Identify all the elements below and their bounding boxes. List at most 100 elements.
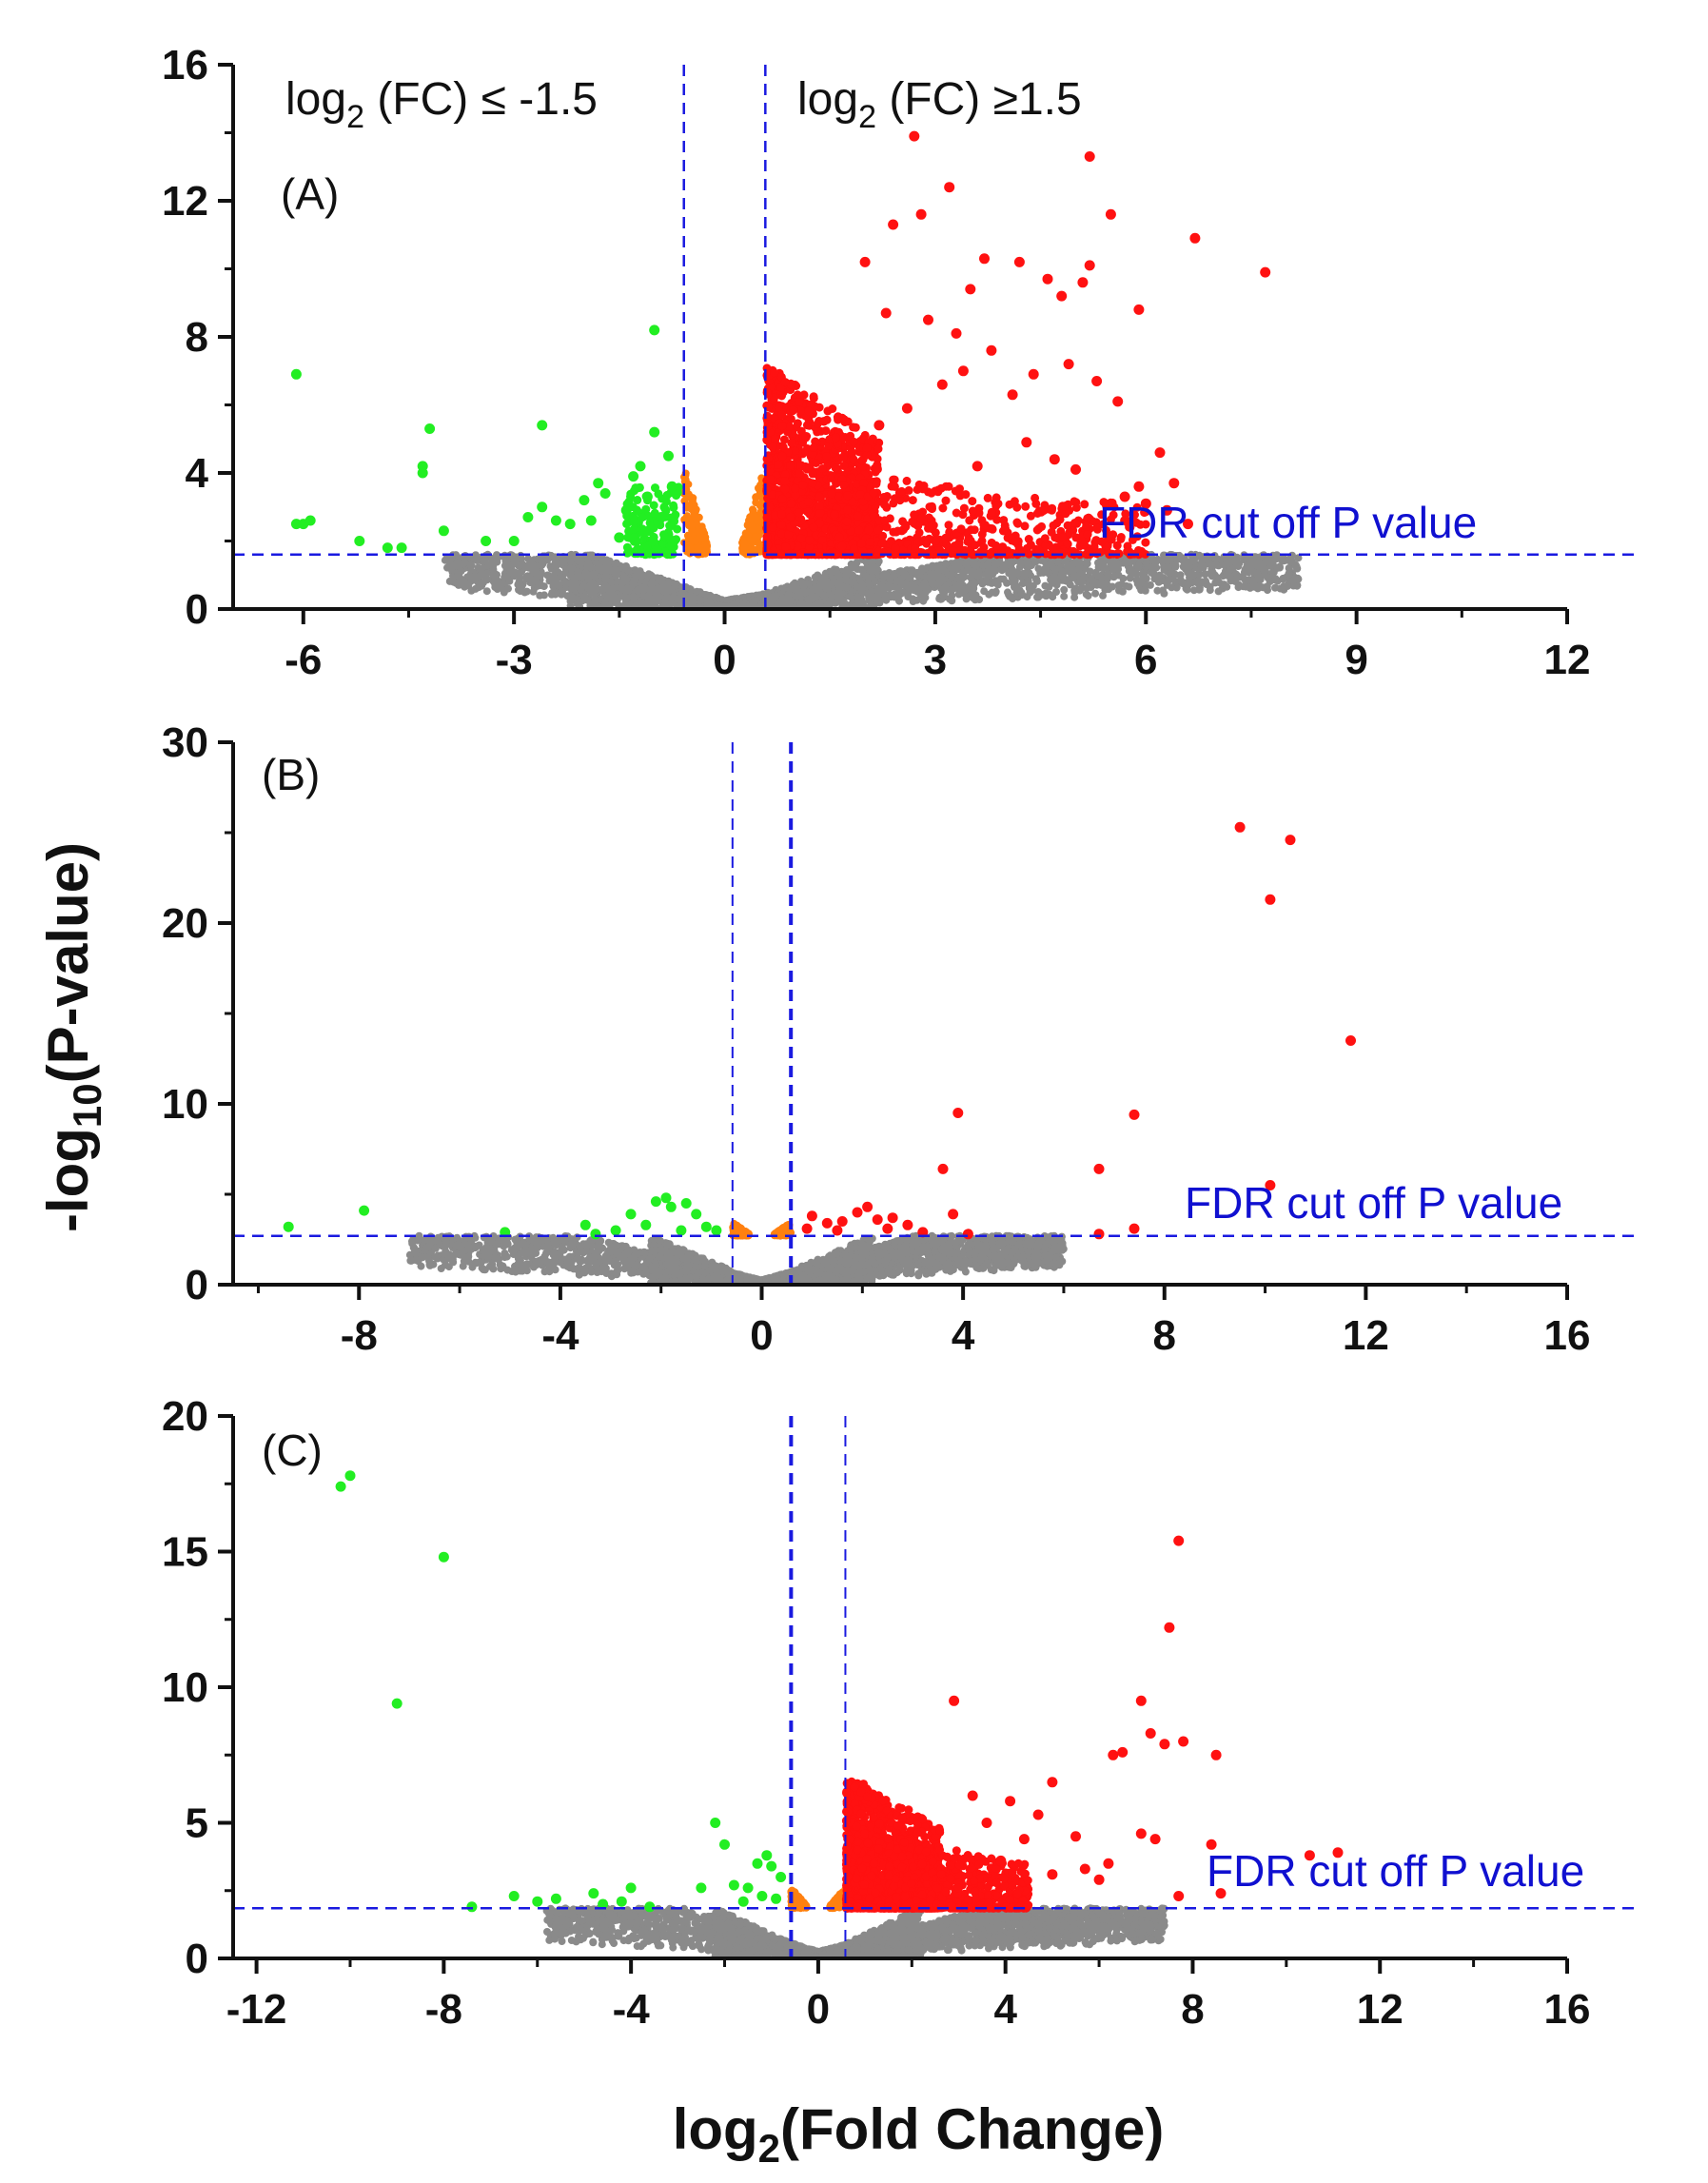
ns-point — [670, 593, 678, 601]
ns-point — [793, 592, 801, 600]
points-panel-1 — [290, 130, 1303, 609]
ns-point — [1075, 561, 1084, 570]
ns-point — [591, 596, 599, 604]
ns-point — [1013, 569, 1022, 578]
ns-point — [647, 580, 656, 588]
ns-point — [912, 584, 920, 593]
ns-point — [890, 572, 898, 580]
border-point — [695, 534, 703, 542]
ns-point — [991, 577, 1000, 585]
ns-point — [489, 565, 498, 574]
ns-point — [909, 598, 917, 605]
ns-point — [569, 594, 578, 602]
ns-point — [1100, 564, 1109, 573]
ns-point — [1212, 560, 1221, 569]
ns-point — [1151, 559, 1160, 567]
ns-point — [510, 557, 519, 565]
ns-point — [948, 565, 956, 574]
ns-point — [1171, 562, 1180, 571]
ns-point — [538, 561, 546, 569]
ns-point — [602, 572, 610, 580]
border-point — [686, 503, 695, 512]
ns-point — [634, 586, 642, 595]
ns-point — [536, 591, 544, 600]
ns-point — [1254, 575, 1263, 583]
ns-point — [516, 569, 524, 578]
ns-point — [461, 582, 469, 591]
ns-point — [471, 584, 480, 593]
ns-point — [1285, 564, 1293, 573]
ns-point — [874, 587, 882, 596]
ns-point — [482, 587, 491, 596]
ns-point — [1070, 588, 1079, 597]
ns-point — [600, 600, 609, 608]
ns-point — [853, 582, 861, 591]
ns-point — [1160, 551, 1168, 560]
ns-point — [616, 592, 624, 600]
ns-point — [639, 600, 647, 608]
ns-point — [822, 584, 831, 593]
ns-point — [811, 584, 819, 593]
ns-point — [1155, 571, 1164, 580]
ns-point — [1206, 586, 1214, 595]
ns-point — [855, 576, 864, 584]
ns-point — [629, 580, 638, 588]
ns-point — [547, 590, 556, 599]
ns-point — [1259, 562, 1267, 571]
ns-point — [1081, 564, 1090, 573]
ns-point — [584, 583, 593, 592]
ns-point — [557, 573, 565, 581]
ns-point — [1023, 558, 1031, 565]
ns-point — [1139, 569, 1147, 578]
ns-point — [1103, 575, 1111, 583]
ns-point — [1173, 552, 1182, 560]
ns-point — [664, 584, 673, 593]
ns-point — [1234, 562, 1243, 570]
up-point — [779, 435, 789, 444]
ns-point — [639, 586, 648, 595]
ns-point — [1280, 582, 1288, 591]
ns-point — [841, 576, 850, 584]
ns-point — [646, 571, 655, 580]
ns-point — [1115, 586, 1123, 595]
ns-point — [524, 555, 532, 563]
ns-point — [751, 597, 759, 605]
ns-point — [1189, 586, 1198, 595]
ns-point — [586, 563, 595, 571]
ns-point — [473, 553, 481, 561]
ns-point — [804, 595, 813, 603]
ns-point — [1097, 580, 1106, 589]
ns-point — [1268, 560, 1277, 569]
ns-point — [969, 559, 977, 567]
ns-point — [829, 579, 837, 587]
ns-point — [1146, 580, 1154, 589]
ns-point — [1110, 566, 1118, 575]
border-point — [750, 549, 758, 558]
ns-point — [874, 557, 883, 565]
border-point — [743, 521, 752, 530]
ns-point — [1214, 587, 1223, 596]
ns-point — [982, 578, 991, 585]
ns-point — [493, 580, 501, 589]
ns-point — [622, 594, 631, 602]
ns-point — [1164, 562, 1172, 571]
ns-point — [1207, 560, 1215, 569]
ns-point — [583, 596, 592, 604]
ns-point — [1040, 568, 1049, 577]
ns-point — [858, 581, 867, 590]
ns-point — [824, 600, 833, 609]
border-point — [680, 497, 689, 505]
border-point — [687, 521, 696, 529]
ns-point — [1198, 561, 1207, 569]
ns-point — [799, 581, 808, 590]
ns-point — [568, 564, 577, 573]
ns-point — [849, 571, 857, 580]
ns-point — [1259, 583, 1267, 592]
ns-point — [941, 560, 950, 568]
ns-point — [477, 571, 484, 580]
ns-point — [843, 583, 852, 592]
border-point — [684, 542, 693, 550]
up-point — [874, 444, 883, 454]
ns-point — [1008, 566, 1016, 574]
ns-point — [466, 560, 475, 569]
